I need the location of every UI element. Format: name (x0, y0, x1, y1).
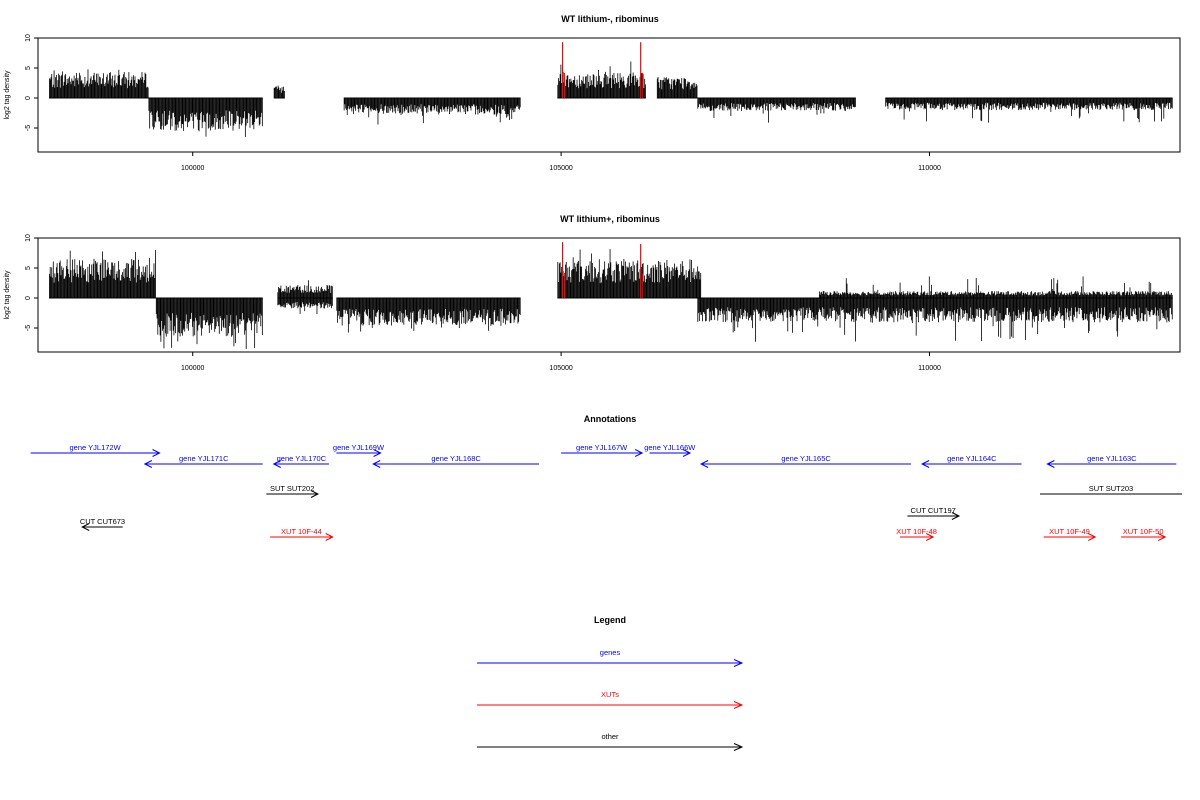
legend-arrowhead (733, 743, 744, 751)
legend-label: XUTs (601, 690, 619, 699)
annotations-title: Annotations (584, 414, 637, 424)
feature-label: XUT 10F-44 (281, 527, 322, 536)
y-axis-label: log2 tag density (4, 270, 11, 320)
plot-frame (37, 237, 1181, 353)
legend-label: other (601, 732, 619, 741)
feature-arrowhead (81, 523, 90, 531)
panel-lithium-plus: WT lithium+, ribominus -5 0 5 10 log2 tag den… (4, 214, 1181, 372)
feature-label: XUT 10F-49 (1049, 527, 1090, 536)
y-axis-label: log2 tag density (4, 70, 11, 120)
feature-arrowhead (1158, 533, 1167, 541)
feature-label: SUT SUT203 (1089, 484, 1133, 493)
x-tick-label: 110000 (918, 365, 941, 372)
feature-label: SUT SUT202 (270, 484, 314, 493)
x-tick-label: 100000 (181, 165, 204, 172)
feature-arrowhead (152, 449, 161, 457)
feature-label: gene YJL169W (333, 443, 385, 452)
feature-label: gene YJL163C (1087, 454, 1137, 463)
feature-label: gene YJL172W (70, 443, 122, 452)
feature-arrowhead (634, 449, 644, 457)
feature-arrowhead (925, 533, 935, 541)
feature-label: gene YJL168C (431, 454, 481, 463)
feature-label: CUT CUT673 (80, 517, 125, 526)
y-tick-label: -5 (25, 325, 32, 331)
feature-arrowhead (1088, 533, 1097, 541)
chart-title: WT lithium-, ribominus (561, 14, 659, 24)
y-tick-label: -5 (25, 125, 32, 131)
feature-arrowhead (951, 512, 961, 520)
feature-arrowhead (699, 460, 709, 468)
y-tick-label: 5 (25, 66, 32, 70)
feature-label: gene YJL167W (576, 443, 628, 452)
plot-frame (37, 37, 1181, 153)
feature-label: gene YJL171C (179, 454, 229, 463)
feature-arrowhead (325, 533, 334, 541)
legend-arrowhead (733, 659, 744, 667)
y-tick-label: 0 (25, 96, 32, 100)
legend-title: Legend (594, 615, 626, 625)
feature-arrowhead (272, 460, 281, 468)
feature-label: gene YJL164C (947, 454, 997, 463)
feature-arrowhead (143, 460, 153, 468)
feature-arrowhead (310, 490, 320, 498)
chart-title: WT lithium+, ribominus (560, 214, 660, 224)
feature-label: gene YJL166W (644, 443, 696, 452)
y-tick-label: 0 (25, 296, 32, 300)
legend-label: genes (600, 648, 621, 657)
feature-label: gene YJL170C (277, 454, 327, 463)
feature-label: gene YJL165C (781, 454, 831, 463)
feature-label: XUT 10F-50 (1123, 527, 1164, 536)
x-tick-label: 100000 (181, 365, 204, 372)
feature-arrowhead (921, 460, 930, 468)
feature-label: XUT 10F-48 (896, 527, 937, 536)
feature-arrowhead (1046, 460, 1055, 468)
x-tick-label: 105000 (549, 365, 572, 372)
y-tick-label: 10 (25, 234, 32, 242)
x-tick-label: 105000 (549, 165, 572, 172)
legend-arrowhead (733, 701, 744, 709)
feature-arrowhead (372, 460, 381, 468)
y-tick-label: 10 (25, 34, 32, 42)
feature-label: CUT CUT197 (911, 506, 956, 515)
feature-arrowhead (373, 449, 382, 457)
annotations-track: Annotations gene YJL172W gene YJL171C gene … (30, 414, 1182, 541)
panel-lithium-minus: WT lithium-, ribominus -5 0 5 10 log2 tag den… (4, 14, 1181, 172)
feature-arrowhead (682, 449, 692, 457)
y-tick-label: 5 (25, 266, 32, 270)
legend: Legend genes XUTs other (477, 615, 744, 751)
x-tick-label: 110000 (918, 165, 941, 172)
